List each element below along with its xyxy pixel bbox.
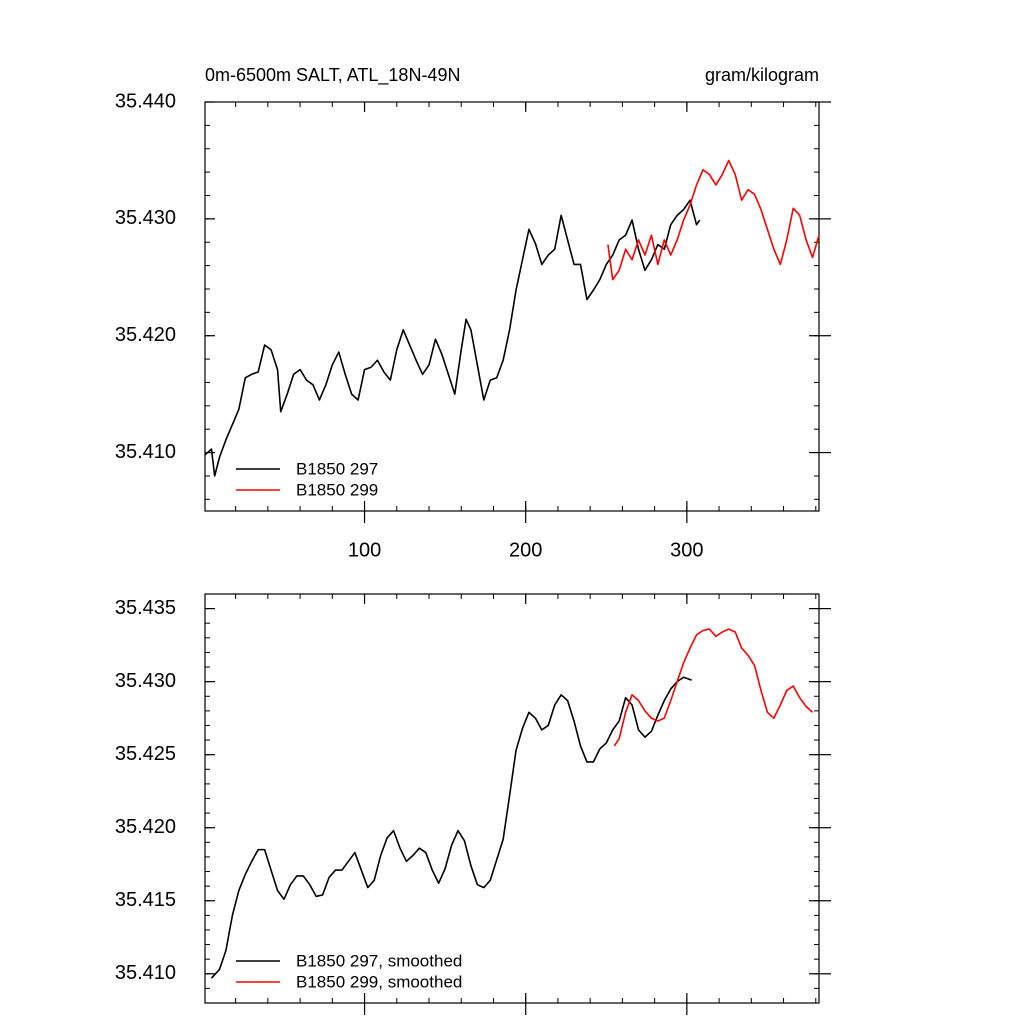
x-tick-label: 100 — [348, 539, 381, 561]
y-tick-label: 35.410 — [115, 441, 176, 463]
y-tick-label: 35.430 — [115, 207, 176, 229]
units-label: gram/kilogram — [705, 65, 819, 85]
plot-frame — [204, 101, 820, 512]
y-tick-label: 35.430 — [115, 670, 176, 692]
y-tick-label: 35.410 — [115, 962, 176, 984]
y-tick-label: 35.425 — [115, 743, 176, 765]
data-line — [607, 159, 820, 281]
y-tick-label: 35.415 — [115, 889, 176, 911]
legend-label: B1850 299, smoothed — [296, 972, 462, 991]
y-tick-label: 35.420 — [115, 324, 176, 346]
y-tick-label: 35.420 — [115, 816, 176, 838]
chart-title: 0m-6500m SALT, ATL_18N-49N — [205, 65, 460, 86]
legend-label: B1850 297 — [296, 459, 378, 478]
data-line — [613, 628, 814, 747]
x-tick-label: 300 — [670, 539, 703, 561]
x-tick-label: 200 — [509, 539, 542, 561]
y-tick-label: 35.440 — [115, 90, 176, 112]
data-line — [204, 199, 701, 477]
data-line — [210, 676, 692, 979]
legend-label: B1850 297, smoothed — [296, 951, 462, 970]
legend-label: B1850 299 — [296, 480, 378, 499]
y-tick-label: 35.435 — [115, 597, 176, 619]
